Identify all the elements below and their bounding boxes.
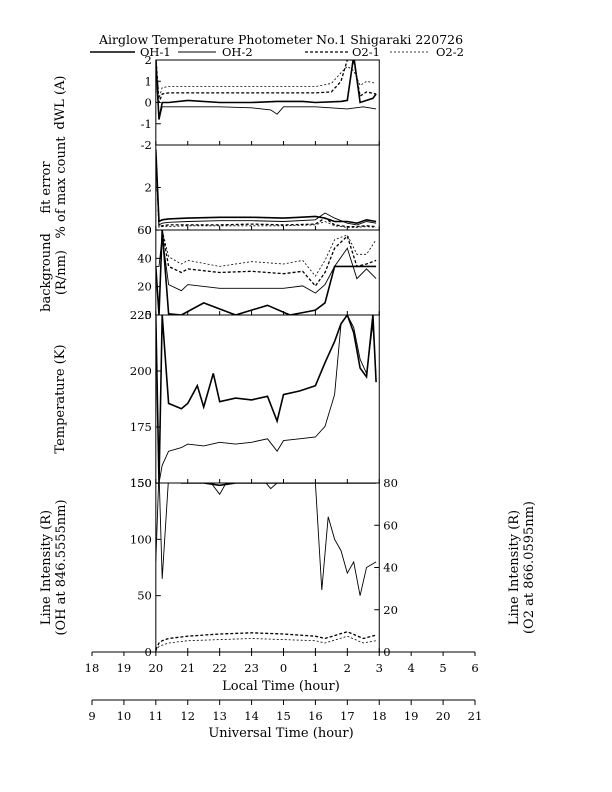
local-time-tick-label: 22 xyxy=(212,661,227,675)
y-tick-label-background: 40 xyxy=(137,251,152,265)
y-tick-label-line_intensity: 100 xyxy=(130,532,152,546)
series-fit_error-o2-2 xyxy=(155,161,377,228)
y-right-tick-label-line_intensity: 40 xyxy=(383,561,398,575)
y-tick-label-temperature: 150 xyxy=(130,476,152,490)
y-right-tick-label-line_intensity: 60 xyxy=(383,518,398,532)
series-dwl-o2-2 xyxy=(155,60,377,99)
y-tick-label-fit_error: 0 xyxy=(145,223,152,237)
y-tick-label-fit_error: 2 xyxy=(145,181,152,195)
legend-label-oh-1: OH-1 xyxy=(140,45,171,59)
y-right-axis-label-line_intensity: (O2 at 866.0595nm) xyxy=(522,501,537,634)
panel-frame-background xyxy=(155,229,380,316)
series-background-oh-2 xyxy=(155,236,377,294)
local-time-tick-label: 2 xyxy=(344,661,351,675)
series-temperature-oh-1 xyxy=(155,315,377,483)
local-time-tick-label: 20 xyxy=(149,661,164,675)
local-time-axis-label: Local Time (hour) xyxy=(222,679,340,694)
universal-time-tick-label: 17 xyxy=(340,709,355,723)
y-tick-label-line_intensity: 150 xyxy=(130,476,152,490)
series-fit_error-o2-1 xyxy=(155,153,377,228)
universal-time-tick-label: 15 xyxy=(276,709,291,723)
panel-dwl: 2 1 0 -1 -2 dWL (A) xyxy=(53,53,380,152)
legend-label-oh-2: OH-2 xyxy=(222,45,253,59)
universal-time-tick-label: 13 xyxy=(212,709,227,723)
y-tick-label-background: 20 xyxy=(137,280,152,294)
universal-time-tick-label: 16 xyxy=(308,709,323,723)
series-temperature-oh-2 xyxy=(155,315,377,483)
series-dwl-oh-2 xyxy=(155,64,377,120)
universal-time-tick-label: 18 xyxy=(372,709,387,723)
universal-time-tick-label: 20 xyxy=(436,709,451,723)
universal-time-tick-label: 14 xyxy=(244,709,259,723)
universal-time-tick-label: 12 xyxy=(180,709,195,723)
universal-time-axis-label: Universal Time (hour) xyxy=(208,726,353,741)
local-time-tick-label: 0 xyxy=(280,661,287,675)
universal-time-tick-label: 21 xyxy=(468,709,483,723)
y-right-axis-label-line_intensity: Line Intensity (R) xyxy=(507,510,522,625)
series-line_intensity-o2-1 xyxy=(155,631,377,650)
legend-label-o2-1: O2-1 xyxy=(352,45,380,59)
y-tick-label-temperature: 225 xyxy=(130,308,152,322)
local-time-tick-label: 19 xyxy=(117,661,132,675)
local-time-tick-label: 4 xyxy=(408,661,415,675)
series-line_intensity-o2-2 xyxy=(155,635,377,652)
series-dwl-oh-1 xyxy=(155,60,377,120)
y-tick-label-dwl: 1 xyxy=(145,74,152,88)
y-tick-label-dwl: -2 xyxy=(141,138,152,152)
series-dwl-o2-1 xyxy=(155,60,377,103)
local-time-tick-label: 18 xyxy=(85,661,100,675)
local-time-tick-label: 1 xyxy=(312,661,319,675)
y-tick-label-dwl: 2 xyxy=(145,53,152,67)
y-axis-label-dwl: dWL (A) xyxy=(53,76,68,130)
y-tick-label-dwl: -1 xyxy=(141,117,152,131)
series-line_intensity-oh-2 xyxy=(155,483,377,596)
y-tick-label-background: 0 xyxy=(145,308,152,322)
series-background-oh-1 xyxy=(155,230,377,315)
y-axis-label-temperature: Temperature (K) xyxy=(53,344,68,453)
y-tick-label-temperature: 175 xyxy=(130,420,152,434)
chart-title: Airglow Temperature Photometer No.1 Shig… xyxy=(98,32,463,47)
local-time-tick-label: 3 xyxy=(376,661,383,675)
panel-background: 60 40 20 0 background (R/nm) xyxy=(39,223,380,322)
y-axis-label-fit_error: % of max count xyxy=(54,136,69,239)
universal-time-tick-label: 11 xyxy=(149,709,164,723)
legend: OH-1 OH-2 O2-1 O2-2 xyxy=(90,45,464,59)
y-tick-label-background: 60 xyxy=(137,223,152,237)
y-right-tick-label-line_intensity: 20 xyxy=(383,603,398,617)
series-fit_error-oh-2 xyxy=(155,157,377,226)
series-fit_error-oh-1 xyxy=(155,149,377,225)
local-time-tick-label: 5 xyxy=(439,661,446,675)
y-axis-label-background: background xyxy=(39,233,54,312)
y-axis-label-background: (R/nm) xyxy=(54,250,69,295)
legend-label-o2-2: O2-2 xyxy=(436,45,464,59)
local-time-tick-label: 6 xyxy=(471,661,478,675)
local-time-tick-label: 21 xyxy=(180,661,195,675)
y-tick-label-dwl: 0 xyxy=(145,96,152,110)
panel-fit_error: 2 0 fit error% of max count xyxy=(39,136,380,239)
y-axis-label-line_intensity: Line Intensity (R) xyxy=(39,510,54,625)
y-axis-label-line_intensity: (OH at 846.5555nm) xyxy=(54,499,69,635)
series-background-o2-1 xyxy=(155,230,377,287)
y-tick-label-line_intensity: 50 xyxy=(137,589,152,603)
universal-time-tick-label: 9 xyxy=(88,709,95,723)
panel-temperature: 225 200 175 150 Temperature (K) xyxy=(53,308,380,490)
universal-time-tick-label: 10 xyxy=(117,709,132,723)
y-axis-label-fit_error: fit error xyxy=(39,161,54,214)
local-time-tick-label: 23 xyxy=(244,661,259,675)
y-right-tick-label-line_intensity: 80 xyxy=(383,476,398,490)
universal-time-tick-label: 19 xyxy=(404,709,419,723)
y-tick-label-temperature: 200 xyxy=(130,364,152,378)
series-background-o2-2 xyxy=(155,230,377,277)
